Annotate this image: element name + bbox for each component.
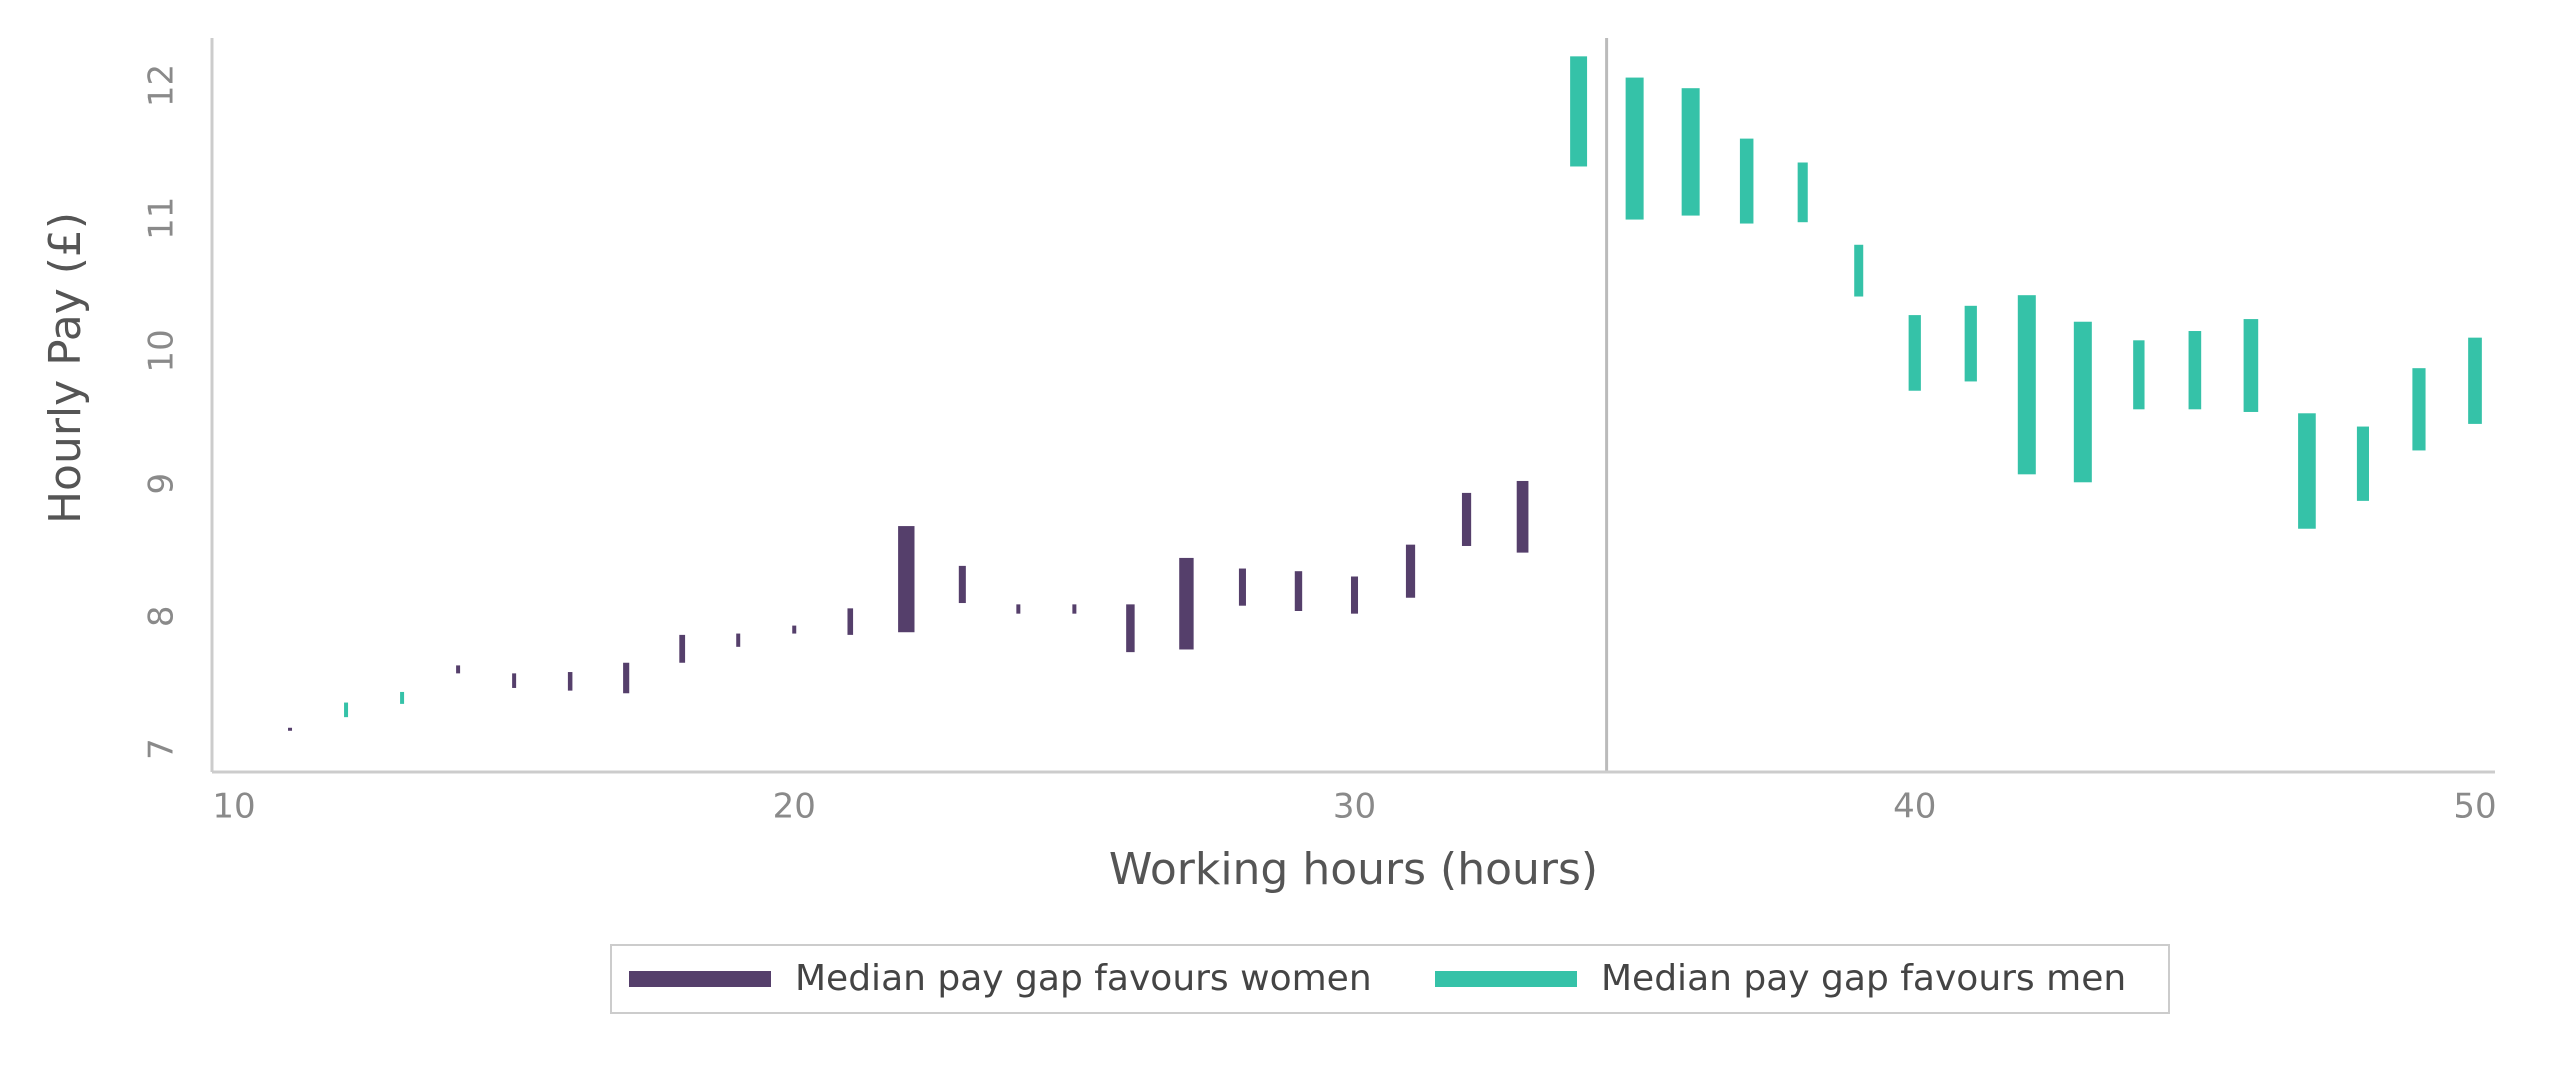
- y-tick-label: 8: [142, 605, 182, 627]
- x-tick-label: 50: [2453, 787, 2496, 827]
- bar-favours-men: [1570, 56, 1588, 167]
- bar-favours-men: [1681, 88, 1700, 216]
- x-tick-label: 20: [773, 787, 816, 827]
- bar-favours-women: [679, 634, 686, 663]
- y-tick-label: 11: [142, 197, 182, 240]
- bar-favours-men: [344, 702, 349, 718]
- y-tick-label: 12: [142, 64, 182, 107]
- x-tick-label: 40: [1893, 787, 1936, 827]
- bar-favours-women: [1179, 557, 1194, 650]
- range-bars-layer: [288, 56, 2482, 731]
- bar-favours-men: [2468, 337, 2482, 424]
- bar-favours-women: [1238, 568, 1246, 606]
- bar-favours-men: [1908, 315, 1921, 391]
- y-axis-title: Hourly Pay (£): [40, 212, 91, 524]
- tick-labels-layer: 10 20 30 40 50 7 8 9 10 11 12: [142, 64, 2497, 827]
- bar-favours-men: [2188, 331, 2202, 410]
- bar-favours-women: [1126, 604, 1135, 653]
- x-axis-title: Working hours (hours): [1109, 844, 1598, 895]
- bar-favours-men: [1854, 244, 1864, 297]
- bar-favours-women: [792, 625, 797, 634]
- bar-favours-women: [1350, 576, 1359, 614]
- bar-favours-women: [623, 662, 630, 694]
- legend-box: [610, 944, 2170, 1014]
- y-tick-label: 7: [142, 738, 182, 760]
- bar-favours-women: [1516, 480, 1529, 553]
- bar-favours-men: [2073, 321, 2092, 483]
- bar-favours-men: [2298, 413, 2316, 529]
- bar-favours-women: [512, 673, 517, 688]
- bar-favours-men: [1739, 138, 1754, 224]
- bar-favours-men: [2133, 340, 2145, 410]
- bar-favours-women: [1405, 544, 1416, 598]
- y-tick-label: 9: [142, 473, 182, 495]
- bar-favours-women: [288, 727, 293, 731]
- bar-favours-women: [898, 526, 915, 633]
- bar-favours-women: [1461, 492, 1472, 546]
- bar-favours-men: [2017, 295, 2036, 475]
- bar-favours-men: [1964, 305, 1977, 382]
- y-tick-label: 10: [142, 329, 182, 372]
- x-tick-label: 10: [212, 787, 255, 827]
- bar-favours-men: [1797, 162, 1808, 223]
- bar-favours-women: [567, 672, 573, 691]
- bar-favours-women: [847, 608, 854, 635]
- legend-label-women: Median pay gap favours women: [795, 958, 1372, 999]
- x-tick-label: 30: [1333, 787, 1376, 827]
- bar-favours-women: [1016, 604, 1021, 614]
- bar-favours-men: [2412, 368, 2426, 451]
- legend: Median pay gap favours women Median pay …: [610, 944, 2170, 1014]
- bar-favours-women: [1294, 571, 1303, 611]
- axes-layer: [210, 38, 2495, 774]
- bar-favours-men: [2356, 426, 2369, 501]
- legend-swatch-women: [629, 971, 771, 987]
- legend-label-men: Median pay gap favours men: [1601, 958, 2126, 999]
- bar-favours-women: [736, 633, 741, 647]
- legend-swatch-men: [1435, 971, 1577, 987]
- bar-favours-men: [400, 691, 405, 704]
- bar-favours-women: [958, 565, 966, 604]
- bar-favours-men: [1625, 77, 1644, 220]
- bar-favours-women: [1072, 604, 1077, 614]
- bar-favours-men: [2243, 319, 2259, 412]
- bar-favours-women: [456, 665, 461, 674]
